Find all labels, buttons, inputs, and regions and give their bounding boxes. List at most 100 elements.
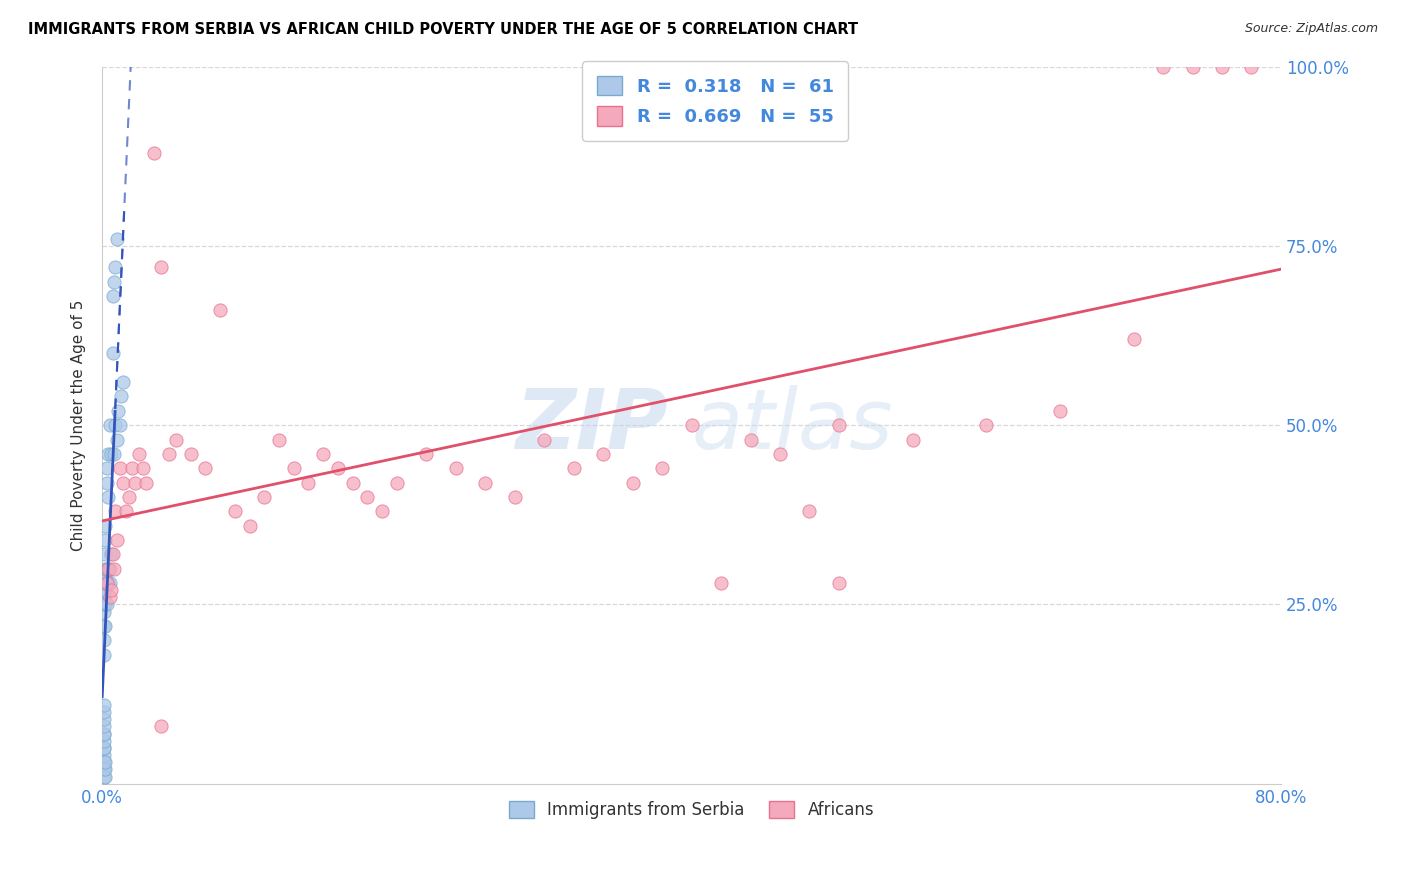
Point: [105, 232, 128, 246]
Point: [96, 475, 118, 490]
Point: [621, 475, 644, 490]
Point: [96, 461, 118, 475]
Point: [150, 719, 173, 733]
Point: [94, 598, 117, 612]
Point: [93, 576, 115, 591]
Point: [101, 289, 124, 303]
Point: [93, 763, 115, 777]
Point: [93, 605, 115, 619]
Text: IMMIGRANTS FROM SERBIA VS AFRICAN CHILD POVERTY UNDER THE AGE OF 5 CORRELATION C: IMMIGRANTS FROM SERBIA VS AFRICAN CHILD …: [28, 22, 858, 37]
Point: [93, 705, 115, 719]
Point: [901, 433, 924, 447]
Point: [96, 561, 118, 575]
Point: [93, 726, 115, 740]
Text: atlas: atlas: [692, 384, 893, 466]
Point: [1049, 404, 1071, 418]
Point: [828, 576, 851, 591]
Point: [253, 490, 276, 504]
Point: [1152, 60, 1174, 74]
Point: [710, 576, 733, 591]
Point: [562, 461, 585, 475]
Point: [94, 518, 117, 533]
Point: [121, 461, 143, 475]
Point: [93, 583, 115, 598]
Point: [93, 747, 115, 762]
Point: [93, 726, 115, 740]
Point: [124, 475, 146, 490]
Point: [150, 260, 173, 275]
Point: [114, 504, 136, 518]
Point: [93, 770, 115, 784]
Point: [105, 533, 128, 547]
Point: [97, 576, 120, 591]
Point: [1211, 60, 1233, 74]
Point: [503, 490, 526, 504]
Point: [194, 461, 217, 475]
Point: [1181, 60, 1204, 74]
Point: [1122, 332, 1144, 346]
Point: [104, 260, 127, 275]
Point: [142, 145, 165, 160]
Text: ZIP: ZIP: [516, 384, 668, 466]
Point: [94, 763, 117, 777]
Point: [238, 518, 260, 533]
Point: [93, 648, 115, 662]
Point: [93, 598, 115, 612]
Point: [96, 598, 118, 612]
Point: [474, 475, 496, 490]
Point: [165, 433, 187, 447]
Point: [94, 533, 117, 547]
Point: [100, 547, 122, 561]
Point: [312, 447, 335, 461]
Point: [93, 756, 115, 770]
Point: [93, 756, 115, 770]
Point: [180, 447, 202, 461]
Point: [108, 418, 131, 433]
Point: [828, 418, 851, 433]
Point: [103, 275, 125, 289]
Point: [104, 418, 127, 433]
Point: [533, 433, 555, 447]
Point: [385, 475, 408, 490]
Point: [104, 504, 127, 518]
Point: [444, 461, 467, 475]
Point: [769, 447, 792, 461]
Point: [94, 619, 117, 633]
Point: [297, 475, 319, 490]
Point: [110, 389, 132, 403]
Point: [799, 504, 821, 518]
Point: [132, 461, 155, 475]
Point: [93, 633, 115, 648]
Point: [93, 740, 115, 755]
Point: [97, 490, 120, 504]
Legend: Immigrants from Serbia, Africans: Immigrants from Serbia, Africans: [502, 794, 882, 826]
Point: [371, 504, 394, 518]
Point: [592, 447, 614, 461]
Point: [107, 404, 129, 418]
Point: [93, 712, 115, 726]
Point: [94, 756, 117, 770]
Point: [98, 561, 121, 575]
Point: [415, 447, 437, 461]
Point: [93, 591, 115, 605]
Point: [342, 475, 364, 490]
Point: [111, 375, 134, 389]
Point: [974, 418, 997, 433]
Point: [681, 418, 703, 433]
Point: [118, 490, 141, 504]
Point: [93, 740, 115, 755]
Point: [135, 475, 157, 490]
Point: [111, 475, 134, 490]
Point: [96, 576, 118, 591]
Point: [108, 461, 131, 475]
Point: [1240, 60, 1263, 74]
Point: [96, 576, 118, 591]
Point: [94, 583, 117, 598]
Point: [224, 504, 246, 518]
Point: [740, 433, 762, 447]
Point: [105, 433, 128, 447]
Point: [101, 547, 124, 561]
Point: [94, 576, 117, 591]
Point: [97, 447, 120, 461]
Point: [100, 447, 122, 461]
